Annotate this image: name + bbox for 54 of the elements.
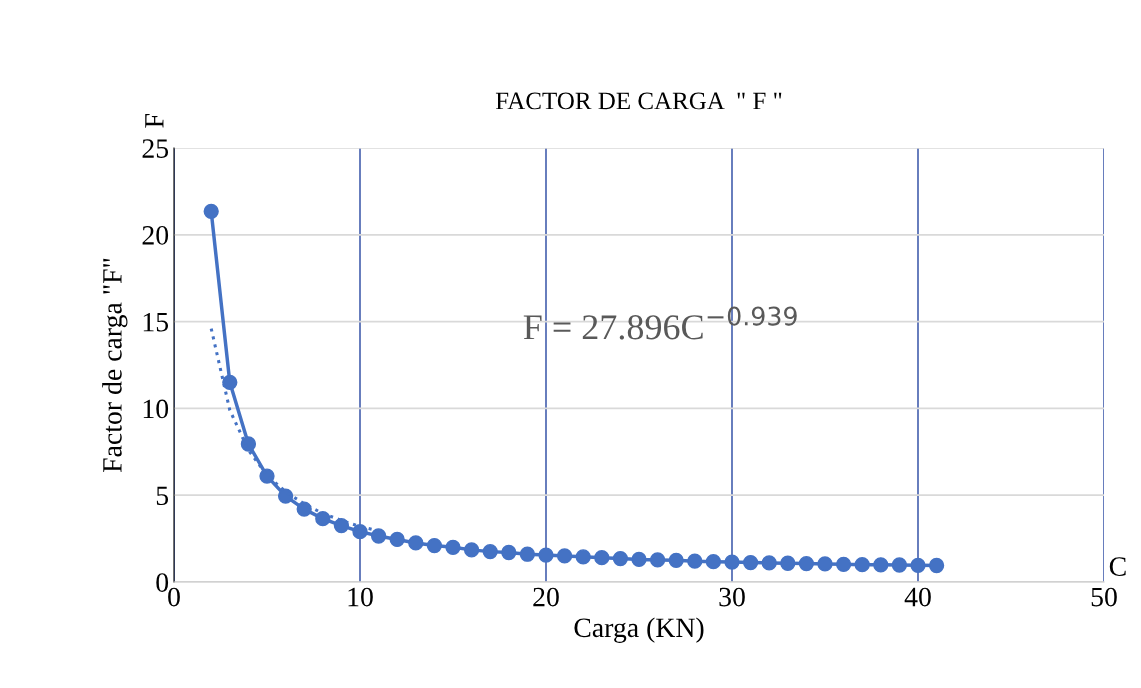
point bbox=[408, 535, 424, 551]
text: F bbox=[145, 114, 164, 128]
point bbox=[817, 556, 833, 572]
point bbox=[352, 524, 368, 540]
point bbox=[742, 554, 759, 571]
chart-title: FACTOR DE CARGA " F " bbox=[495, 92, 782, 110]
point bbox=[910, 557, 926, 573]
point bbox=[482, 543, 498, 560]
point bbox=[240, 436, 257, 452]
point bbox=[873, 557, 889, 573]
x-tick-label: 30 bbox=[719, 587, 745, 607]
y-tick-label: 25 bbox=[142, 139, 169, 158]
x-tick-label: 50 bbox=[1091, 587, 1117, 607]
x-tick-label: 10 bbox=[348, 587, 373, 607]
x-axis-title: Carga (KN) bbox=[574, 617, 704, 643]
point bbox=[594, 550, 610, 566]
x-tick-label: 40 bbox=[904, 587, 931, 607]
point bbox=[687, 553, 703, 569]
point bbox=[389, 531, 405, 548]
point bbox=[649, 552, 666, 568]
point bbox=[538, 547, 554, 563]
point bbox=[928, 557, 945, 574]
point bbox=[556, 548, 573, 564]
x-tick-label: 20 bbox=[533, 587, 559, 607]
point bbox=[333, 517, 350, 534]
point bbox=[835, 556, 852, 572]
point bbox=[891, 557, 908, 573]
point bbox=[798, 555, 815, 572]
point bbox=[705, 554, 722, 570]
point bbox=[631, 551, 647, 568]
y-axis-title: Factor de carga "F" bbox=[102, 258, 128, 473]
point bbox=[724, 554, 740, 570]
point bbox=[315, 510, 331, 527]
point bbox=[612, 550, 629, 567]
y-tick-label: 20 bbox=[142, 225, 169, 245]
point bbox=[854, 557, 870, 573]
point bbox=[222, 374, 238, 390]
point bbox=[426, 537, 443, 554]
point bbox=[445, 539, 461, 555]
y-tick-label: 0 bbox=[156, 573, 169, 592]
y-tick-label: 15 bbox=[143, 312, 169, 332]
point bbox=[370, 528, 387, 544]
point bbox=[519, 546, 536, 562]
y-tick-label: 10 bbox=[143, 399, 169, 419]
point bbox=[463, 542, 480, 558]
point bbox=[575, 549, 591, 565]
point bbox=[203, 203, 219, 220]
point bbox=[761, 555, 777, 571]
point bbox=[668, 552, 684, 568]
y-tick-label: 5 bbox=[156, 486, 169, 506]
text: C bbox=[1109, 557, 1126, 576]
point bbox=[277, 488, 294, 504]
point bbox=[501, 544, 517, 561]
point bbox=[780, 555, 796, 571]
